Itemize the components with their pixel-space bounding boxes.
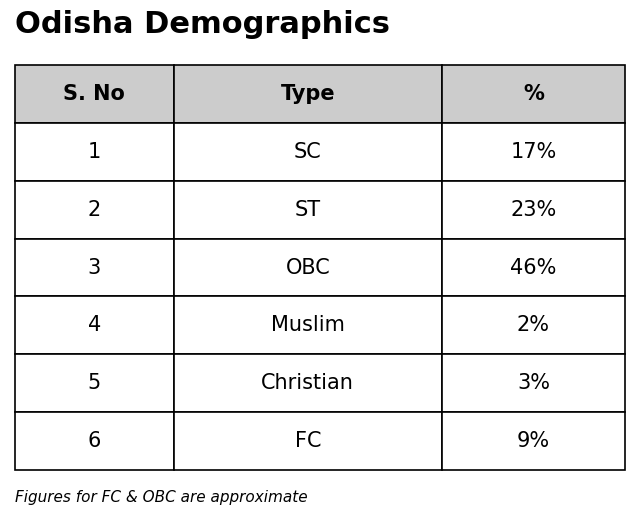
Bar <box>173 354 442 412</box>
Bar <box>15 123 173 181</box>
Text: 46%: 46% <box>510 258 557 278</box>
Text: OBC: OBC <box>285 258 330 278</box>
Text: Figures for FC & OBC are approximate: Figures for FC & OBC are approximate <box>15 490 308 505</box>
Bar <box>442 181 625 238</box>
Text: 3: 3 <box>88 258 101 278</box>
Bar <box>15 65 173 123</box>
Text: %: % <box>523 84 544 104</box>
Bar <box>15 181 173 238</box>
Text: 5: 5 <box>88 373 101 393</box>
Bar <box>173 181 442 238</box>
Text: 2: 2 <box>88 200 101 219</box>
Bar <box>442 123 625 181</box>
Bar <box>442 65 625 123</box>
Text: 17%: 17% <box>510 142 557 162</box>
Text: Type: Type <box>280 84 335 104</box>
Bar <box>15 238 173 296</box>
Bar <box>173 65 442 123</box>
Text: 23%: 23% <box>510 200 557 219</box>
Bar <box>442 412 625 470</box>
Bar <box>173 412 442 470</box>
Text: Christian: Christian <box>261 373 354 393</box>
Text: S. No: S. No <box>63 84 125 104</box>
Text: Odisha Demographics: Odisha Demographics <box>15 10 390 39</box>
Bar <box>442 296 625 354</box>
Text: 1: 1 <box>88 142 101 162</box>
Bar <box>15 412 173 470</box>
Text: 9%: 9% <box>517 431 550 451</box>
Bar <box>173 123 442 181</box>
Text: FC: FC <box>294 431 321 451</box>
Text: SC: SC <box>294 142 322 162</box>
Bar <box>442 238 625 296</box>
Text: 4: 4 <box>88 315 101 335</box>
Text: 3%: 3% <box>517 373 550 393</box>
Bar <box>173 296 442 354</box>
Bar <box>442 354 625 412</box>
Bar <box>15 296 173 354</box>
Bar <box>15 354 173 412</box>
Text: ST: ST <box>295 200 321 219</box>
Bar <box>173 238 442 296</box>
Text: 2%: 2% <box>517 315 550 335</box>
Text: Muslim: Muslim <box>271 315 345 335</box>
Text: 6: 6 <box>88 431 101 451</box>
